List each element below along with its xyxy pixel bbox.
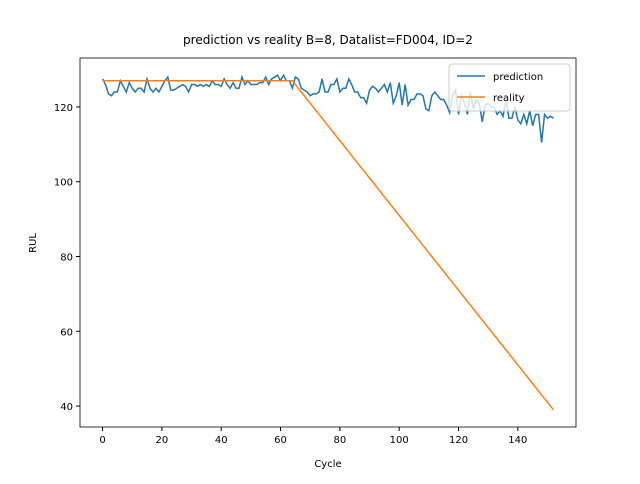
legend-label: reality: [493, 93, 525, 104]
y-tick-label: 60: [60, 327, 73, 338]
y-tick-label: 40: [60, 402, 73, 413]
x-tick-label: 100: [390, 435, 409, 446]
chart-title: prediction vs reality B=8, Datalist=FD00…: [183, 33, 473, 47]
y-axis-label: RUL: [28, 233, 39, 253]
x-tick-label: 20: [156, 435, 169, 446]
x-tick-label: 80: [333, 435, 346, 446]
x-tick-label: 40: [215, 435, 228, 446]
x-tick-label: 120: [449, 435, 468, 446]
x-tick-label: 140: [508, 435, 527, 446]
y-tick-label: 120: [54, 103, 73, 114]
plot-frame: [79, 57, 577, 428]
x-axis-label: Cycle: [314, 459, 341, 470]
y-tick-label: 100: [54, 178, 73, 189]
x-tick-label: 0: [99, 435, 105, 446]
legend-label: prediction: [493, 72, 543, 83]
y-tick-label: 80: [60, 253, 73, 264]
series-line: [102, 80, 555, 411]
x-tick-label: 60: [274, 435, 287, 446]
